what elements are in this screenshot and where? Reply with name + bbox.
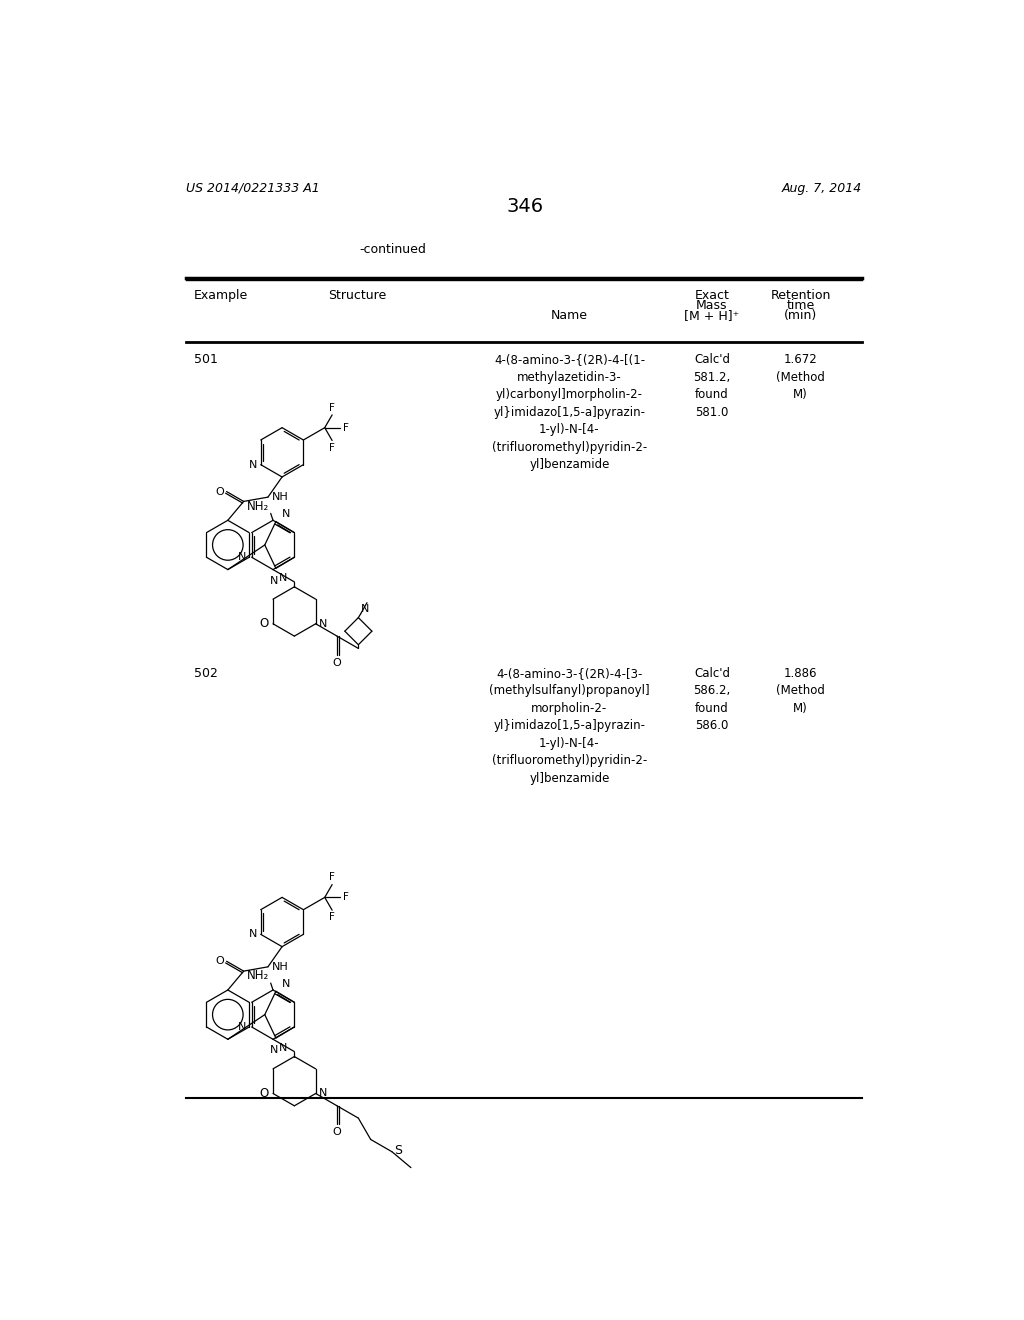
Text: 502: 502	[194, 667, 217, 680]
Text: F: F	[329, 873, 335, 882]
Text: N: N	[249, 929, 257, 940]
Text: Example: Example	[194, 289, 248, 302]
Text: N: N	[360, 603, 369, 614]
Text: N: N	[279, 573, 288, 583]
Text: N: N	[279, 1043, 288, 1052]
Text: 4-(8-amino-3-{(2R)-4-[3-
(methylsulfanyl)propanoyl]
morpholin-2-
yl}imidazo[1,5-: 4-(8-amino-3-{(2R)-4-[3- (methylsulfanyl…	[489, 667, 650, 784]
Text: 1.672
(Method
M): 1.672 (Method M)	[776, 354, 825, 401]
Text: O: O	[215, 956, 224, 966]
Text: 1.886
(Method
M): 1.886 (Method M)	[776, 667, 825, 714]
Text: O: O	[259, 618, 268, 630]
Text: F: F	[343, 892, 349, 903]
Text: O: O	[333, 1127, 341, 1138]
Text: Calc'd
586.2,
found
586.0: Calc'd 586.2, found 586.0	[693, 667, 730, 733]
Text: O: O	[215, 487, 224, 496]
Text: N: N	[270, 576, 279, 586]
Text: Exact: Exact	[694, 289, 729, 302]
Text: N: N	[282, 979, 291, 989]
Text: Mass: Mass	[696, 300, 728, 313]
Text: NH₂: NH₂	[247, 499, 269, 512]
Text: NH: NH	[271, 492, 289, 502]
Text: N: N	[318, 1089, 327, 1098]
Text: S: S	[394, 1143, 402, 1156]
Text: N: N	[318, 619, 327, 628]
Text: [M + H]⁺: [M + H]⁺	[684, 309, 739, 322]
Text: US 2014/0221333 A1: US 2014/0221333 A1	[186, 182, 319, 194]
Text: F: F	[329, 912, 335, 923]
Text: 501: 501	[194, 354, 217, 366]
Text: NH₂: NH₂	[247, 969, 269, 982]
Text: F: F	[329, 403, 335, 413]
Text: -continued: -continued	[359, 243, 426, 256]
Text: Name: Name	[551, 309, 588, 322]
Text: N: N	[238, 1022, 247, 1032]
Text: Structure: Structure	[329, 289, 387, 302]
Text: N: N	[238, 552, 247, 562]
Text: time: time	[786, 300, 814, 313]
Text: Aug. 7, 2014: Aug. 7, 2014	[781, 182, 862, 194]
Text: N: N	[282, 510, 291, 519]
Text: (min): (min)	[783, 309, 817, 322]
Text: Retention: Retention	[770, 289, 830, 302]
Text: Calc'd
581.2,
found
581.0: Calc'd 581.2, found 581.0	[693, 354, 730, 418]
Text: N: N	[249, 459, 257, 470]
Text: NH: NH	[271, 962, 289, 972]
Text: O: O	[333, 657, 341, 668]
Text: O: O	[259, 1086, 268, 1100]
Text: 4-(8-amino-3-{(2R)-4-[(1-
methylazetidin-3-
yl)carbonyl]morpholin-2-
yl}imidazo[: 4-(8-amino-3-{(2R)-4-[(1- methylazetidin…	[492, 354, 647, 471]
Text: F: F	[343, 422, 349, 433]
Text: 346: 346	[506, 197, 544, 216]
Text: F: F	[329, 442, 335, 453]
Text: N: N	[270, 1045, 279, 1056]
